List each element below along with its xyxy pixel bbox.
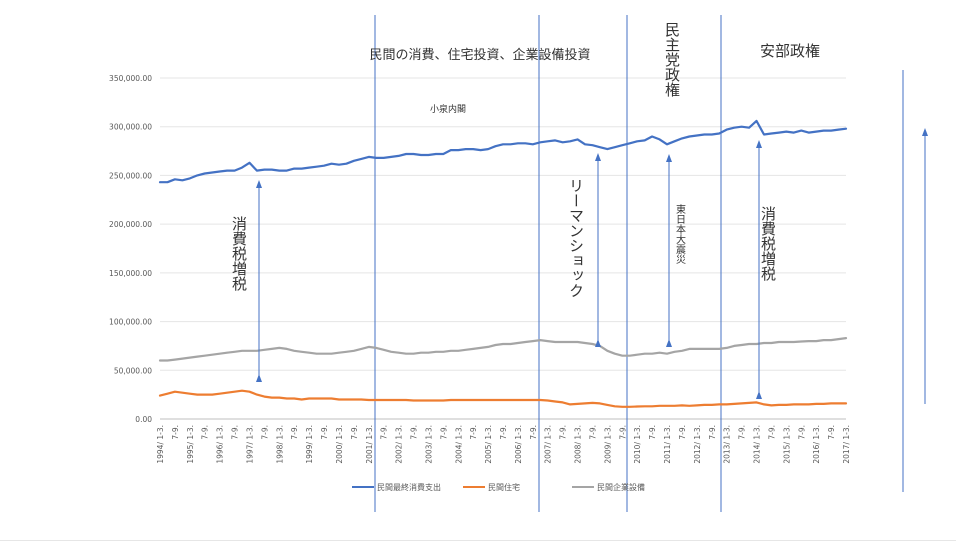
x-tick-label: 2013/ 1-3. — [723, 425, 732, 464]
x-tick-label: 2001/ 1-3. — [365, 425, 374, 464]
x-tick-label: 7-9. — [290, 425, 299, 440]
x-tick-label: 7-9. — [797, 425, 806, 440]
x-tick-label: 7-9. — [380, 425, 389, 440]
legend-item: 民間最終消費支出 — [352, 482, 441, 492]
x-tick-label: 2015/ 1-3. — [782, 425, 791, 464]
y-tick-label: 150,000.00 — [109, 269, 152, 278]
x-tick-label: 1997/ 1-3. — [245, 425, 254, 464]
x-tick-label: 7-9. — [618, 425, 627, 440]
series-lines — [158, 119, 848, 408]
era-divider-lines — [374, 15, 904, 512]
x-tick-label: 7-9. — [171, 425, 180, 440]
x-tick-label: 7-9. — [738, 425, 747, 440]
series-line — [158, 119, 848, 184]
x-tick-label: 7-9. — [499, 425, 508, 440]
annotation-tax-1997: 消費税増税 — [230, 216, 248, 292]
x-tick-label: 2010/ 1-3. — [633, 425, 642, 464]
x-tick-label: 2006/ 1-3. — [514, 425, 523, 464]
x-tick-label: 7-9. — [767, 425, 776, 440]
x-tick-label: 7-9. — [201, 425, 210, 440]
x-tick-label: 2008/ 1-3. — [574, 425, 583, 464]
x-tick-label: 7-9. — [827, 425, 836, 440]
y-tick-label: 250,000.00 — [109, 171, 152, 180]
x-tick-label: 7-9. — [648, 425, 657, 440]
legend: 民間最終消費支出 民間住宅 民間企業設備 — [352, 482, 645, 492]
x-tick-label: 2002/ 1-3. — [395, 425, 404, 464]
x-tick-label: 7-9. — [588, 425, 597, 440]
x-tick-label: 2012/ 1-3. — [693, 425, 702, 464]
x-tick-label: 2016/ 1-3. — [812, 425, 821, 464]
legend-label: 民間最終消費支出 — [377, 482, 441, 492]
x-axis-ticks: 1994/ 1-3. 7-9. 1995/ 1-3. 7-9. 1996/ 1-3. 7-… — [156, 425, 851, 464]
y-axis-ticks: 0.00 50,000.00 100,000.00 150,000.00 200,000… — [109, 74, 152, 424]
x-tick-label: 2004/ 1-3. — [454, 425, 463, 464]
y-tick-label: 350,000.00 — [109, 74, 152, 83]
annotation-tax-2014: 消費税増税 — [759, 206, 777, 282]
x-tick-label: 7-9. — [469, 425, 478, 440]
y-tick-label: 50,000.00 — [114, 366, 152, 375]
x-tick-label: 2003/ 1-3. — [424, 425, 433, 464]
annotation-koizumi: 小泉内閣 — [430, 103, 466, 115]
x-tick-label: 1994/ 1-3. — [156, 425, 165, 464]
bottom-divider — [0, 540, 956, 541]
x-tick-label: 7-9. — [260, 425, 269, 440]
x-tick-label: 7-9. — [559, 425, 568, 440]
x-tick-label: 1998/ 1-3. — [275, 425, 284, 464]
legend-item: 民間企業設備 — [572, 482, 645, 492]
y-tick-label: 0.00 — [135, 415, 152, 424]
x-tick-label: 2011/ 1-3. — [663, 425, 672, 464]
annotation-quake: 東日本大震災 — [674, 203, 686, 264]
x-tick-label: 2007/ 1-3. — [544, 425, 553, 464]
gridlines — [160, 77, 846, 420]
annotation-minshu: 民主党政権 — [663, 22, 681, 97]
x-tick-label: 7-9. — [678, 425, 687, 440]
x-tick-label: 7-9. — [320, 425, 329, 440]
y-tick-label: 200,000.00 — [109, 220, 152, 229]
x-tick-label: 2005/ 1-3. — [484, 425, 493, 464]
x-tick-label: 7-9. — [708, 425, 717, 440]
x-tick-label: 1996/ 1-3. — [216, 425, 225, 464]
y-tick-label: 300,000.00 — [109, 123, 152, 132]
x-tick-label: 2009/ 1-3. — [603, 425, 612, 464]
x-tick-label: 2014/ 1-3. — [753, 425, 762, 464]
legend-label: 民間企業設備 — [597, 482, 645, 492]
x-tick-label: 2017/ 1-3. — [842, 425, 851, 464]
x-tick-label: 7-9. — [439, 425, 448, 440]
annotation-abe: 安部政権 — [760, 42, 820, 60]
x-tick-label: 7-9. — [231, 425, 240, 440]
x-tick-label: 7-9. — [350, 425, 359, 440]
x-tick-label: 2000/ 1-3. — [335, 425, 344, 464]
y-tick-label: 100,000.00 — [109, 318, 152, 327]
x-tick-label: 7-9. — [410, 425, 419, 440]
annotation-arrows — [256, 128, 928, 404]
annotation-era-top: 民間の消費、住宅投資、企業設備投資 — [369, 47, 590, 63]
legend-label: 民間住宅 — [488, 482, 520, 492]
x-tick-label: 1999/ 1-3. — [305, 425, 314, 464]
legend-item: 民間住宅 — [463, 482, 520, 492]
x-tick-label: 1995/ 1-3. — [186, 425, 195, 464]
series-line — [158, 337, 848, 362]
x-tick-label: 7-9. — [529, 425, 538, 440]
series-line — [158, 389, 848, 408]
annotation-lehman: リーマンショック — [567, 178, 585, 298]
